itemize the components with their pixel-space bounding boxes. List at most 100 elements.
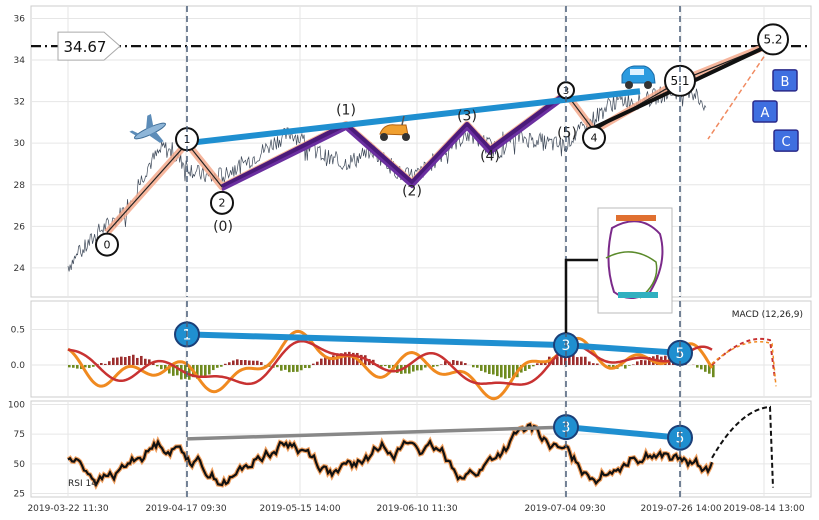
macd-histogram-bar	[700, 365, 703, 370]
macd-histogram-bar	[92, 365, 95, 367]
macd-histogram-bar	[324, 356, 327, 365]
macd-histogram-bar	[296, 365, 299, 372]
macd-histogram-bar	[288, 365, 291, 373]
macd-histogram-bar	[220, 365, 223, 367]
upper-trendline	[186, 88, 641, 147]
x-tick-label: 2019-04-17 09:30	[145, 504, 226, 514]
x-tick-label: 2019-08-14 13:00	[723, 504, 804, 514]
macd-histogram-bar	[440, 364, 443, 365]
wave-label-circle	[757, 23, 789, 56]
macd-histogram-bar	[284, 365, 287, 370]
macd-histogram-bar	[164, 365, 167, 370]
macd-histogram-bar	[248, 360, 251, 365]
macd-histogram-bar	[320, 358, 323, 365]
macd-histogram-bar	[348, 351, 351, 365]
rsi-projection	[711, 405, 774, 488]
scooter-handle	[401, 115, 405, 126]
macd-histogram-bar	[172, 365, 175, 376]
macd-histogram-bar	[260, 362, 263, 365]
y-tick-label: 28	[14, 181, 26, 191]
macd-histogram-bar	[472, 365, 475, 368]
y-tick-label: 75	[14, 430, 25, 440]
macd-histogram-bar	[200, 365, 203, 377]
macd-histogram-bar	[488, 365, 491, 374]
macd-histogram-bar	[396, 365, 399, 373]
macd-histogram-bar	[304, 365, 307, 368]
wave-label-circle	[210, 190, 234, 215]
level-price-label: 34.67	[64, 38, 107, 56]
macd-histogram-bar	[180, 365, 183, 380]
projection-label: C	[781, 135, 790, 150]
macd-histogram-bar	[556, 356, 559, 365]
inset-car-row	[618, 292, 658, 298]
macd-histogram-bar	[116, 357, 119, 365]
macd-histogram-bar	[636, 361, 639, 365]
y-tick-label: 36	[14, 14, 26, 24]
rsi-panel: 100 75 50 25 3 5 RSI 14	[8, 400, 812, 499]
macd-histogram-bar	[204, 365, 207, 376]
minor-wave-zigzag	[220, 91, 568, 190]
macd-histogram-bar	[340, 353, 343, 365]
macd-histogram-bar	[696, 365, 699, 368]
macd-histogram-bar	[564, 352, 567, 365]
macd-histogram-bar	[112, 357, 115, 365]
macd-histogram-bar	[420, 365, 423, 371]
rsi-divergence-label: 5	[676, 431, 685, 447]
macd-histogram-bar	[308, 365, 311, 369]
macd-histogram-bar	[160, 365, 163, 370]
macd-histogram-bar	[612, 365, 615, 368]
macd-histogram-bar	[236, 359, 239, 365]
macd-histogram-bar	[640, 360, 643, 365]
macd-histogram-bar	[452, 360, 455, 365]
projection-box	[772, 69, 798, 92]
macd-divergence-line	[186, 331, 567, 349]
macd-histogram-bar	[124, 357, 127, 365]
macd-histogram-bar	[360, 354, 363, 365]
macd-histogram-bar	[568, 354, 571, 365]
macd-histogram-bar	[104, 363, 107, 365]
minor-wave-zigzag-inner	[221, 96, 567, 192]
macd-histogram-bar	[528, 365, 531, 369]
macd-histogram-bar	[76, 365, 79, 369]
macd-histogram-bar	[584, 356, 587, 365]
macd-histogram-bar	[572, 352, 575, 365]
macd-histogram-bar	[380, 365, 383, 367]
macd-histogram-bar	[532, 365, 535, 367]
macd-histogram-bar	[484, 365, 487, 373]
minor-wave-label: (0)	[213, 219, 233, 235]
macd-histogram-bar	[208, 365, 211, 375]
y-tick-label: 50	[14, 460, 26, 470]
projection-box	[752, 100, 778, 123]
macd-histogram-bar	[156, 365, 159, 367]
macd-histogram-bar	[500, 365, 503, 378]
macd-histogram-bar	[536, 363, 539, 365]
macd-histogram-bar	[188, 365, 191, 380]
projection-box	[773, 129, 799, 152]
y-tick-label: 0.5	[11, 325, 25, 335]
macd-histogram-bar	[580, 356, 583, 365]
macd-histogram-bar	[436, 365, 439, 367]
macd-histogram-bar	[136, 357, 139, 365]
macd-histogram-bar	[712, 365, 715, 378]
macd-histogram-bar	[300, 365, 303, 371]
price-panel-frame	[30, 5, 812, 298]
macd-histogram-bar	[512, 365, 515, 379]
macd-histogram-bar	[460, 361, 463, 365]
inset-track	[605, 251, 658, 299]
y-tick-label: 100	[8, 401, 25, 411]
macd-histogram-bar	[648, 356, 651, 365]
macd-histogram-bar	[168, 365, 171, 374]
macd-histogram-bar	[100, 362, 103, 365]
minor-wave-label: (5)	[557, 125, 577, 141]
minor-wave-label: (3)	[457, 108, 477, 124]
macd-histogram-bar	[524, 365, 527, 371]
macd-histogram-bar	[560, 355, 563, 365]
macd-histogram-bar	[72, 365, 75, 368]
scooter-body	[379, 124, 409, 136]
rsi-divergence-line	[565, 424, 681, 441]
macd-histogram-bar	[592, 363, 595, 365]
car-icon	[621, 65, 656, 89]
macd-histogram-bar	[504, 365, 507, 379]
rsi-line	[67, 422, 714, 488]
